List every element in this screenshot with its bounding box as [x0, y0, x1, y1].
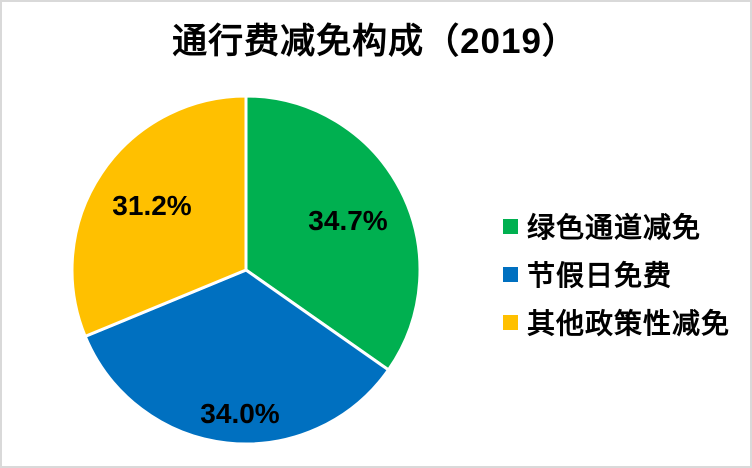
legend-item-other-policy-reduction: 其他政策性减免: [503, 298, 730, 346]
pie-chart: 34.7% 34.0% 31.2%: [70, 94, 422, 446]
legend-swatch-green-icon: [503, 218, 518, 234]
chart-legend: 绿色通道减免 节假日免费 其他政策性减免: [503, 202, 730, 346]
legend-item-green-channel-reduction: 绿色通道减免: [503, 202, 730, 250]
legend-item-holiday-free: 节假日免费: [503, 250, 730, 298]
legend-swatch-yellow-icon: [503, 314, 518, 330]
legend-label-green-channel-reduction: 绿色通道减免: [527, 212, 702, 243]
legend-swatch-blue-icon: [503, 266, 518, 282]
chart-title: 通行费减免构成（2019）: [172, 22, 578, 61]
slice-label-other-policy-reduction: 31.2%: [112, 190, 191, 221]
pie-slice-holiday-free: [83, 268, 390, 446]
slice-label-green-channel-reduction: 34.7%: [308, 205, 387, 236]
pie-slice-other-policy-reduction: [70, 94, 248, 338]
legend-label-other-policy-reduction: 其他政策性减免: [527, 308, 731, 339]
slice-label-holiday-free: 34.0%: [200, 398, 279, 429]
legend-label-holiday-free: 节假日免费: [527, 260, 673, 291]
pie-slice-green-channel-reduction: [244, 94, 422, 372]
